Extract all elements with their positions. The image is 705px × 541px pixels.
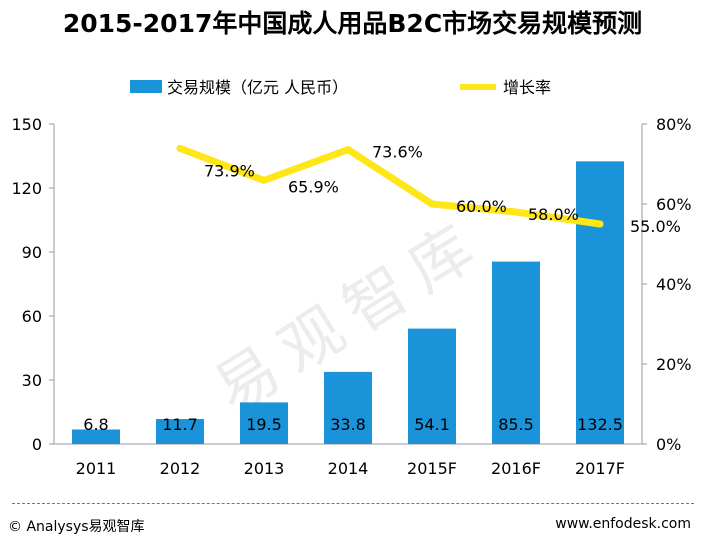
bar-2011 [72, 429, 120, 444]
bar-value-label: 33.8 [330, 415, 366, 434]
growth-point-2012 [176, 144, 184, 152]
x-tick-label: 2017F [575, 459, 625, 478]
legend: 交易规模（亿元 人民币） 增长率 [130, 78, 551, 97]
y-left-tick-label: 60 [22, 307, 42, 326]
growth-rate-label: 73.9% [204, 161, 255, 180]
growth-point-2014 [344, 146, 352, 154]
bar-2015F [408, 328, 456, 444]
footer-divider [12, 503, 694, 504]
y-left-tick-label: 120 [11, 179, 42, 198]
bar-2013 [240, 402, 288, 444]
legend-bar-swatch [130, 80, 162, 93]
legend-bar-label: 交易规模（亿元 人民币） [167, 78, 348, 97]
y-right-tick-label: 0% [656, 435, 681, 454]
y-left-tick-label: 0 [32, 435, 42, 454]
growth-point-2013 [260, 176, 268, 184]
footer-website[interactable]: www.enfodesk.com [555, 516, 691, 532]
bar-value-label: 54.1 [414, 415, 450, 434]
y-right-tick-label: 20% [656, 355, 692, 374]
growth-point-2015F [428, 200, 436, 208]
growth-point-2016F [512, 208, 520, 216]
y-left-tick-label: 30 [22, 371, 42, 390]
y-right-tick-label: 40% [656, 275, 692, 294]
bar-value-label: 11.7 [162, 415, 198, 434]
legend-line-label: 增长率 [503, 78, 551, 97]
growth-rate-label: 60.0% [456, 197, 507, 216]
growth-rate-label: 58.0% [528, 205, 579, 224]
bar-2016F [492, 261, 540, 444]
growth-rate-line [176, 144, 604, 228]
growth-rate-label: 65.9% [288, 177, 339, 196]
chart-title: 2015-2017年中国成人用品B2C市场交易规模预测 [62, 9, 643, 38]
x-tick-label: 2016F [491, 459, 541, 478]
growth-rate-label: 55.0% [630, 217, 681, 236]
footer-source: © Analysys易观智库 [8, 519, 145, 535]
bar-value-label: 85.5 [498, 415, 534, 434]
growth-rate-label: 73.6% [372, 143, 423, 162]
growth-point-2017F [596, 220, 604, 228]
x-tick-label: 2013 [244, 459, 285, 478]
x-tick-label: 2012 [160, 459, 201, 478]
bar-2012 [156, 419, 204, 444]
y-left-tick-label: 90 [22, 243, 42, 262]
bar-2017F [576, 161, 624, 445]
bar-value-label: 132.5 [577, 415, 623, 434]
bar-value-label: 6.8 [83, 415, 108, 434]
y-right-tick-label: 80% [656, 115, 692, 134]
x-tick-label: 2015F [407, 459, 457, 478]
x-tick-label: 2011 [76, 459, 117, 478]
x-tick-label: 2014 [328, 459, 369, 478]
bar-value-label: 19.5 [246, 415, 282, 434]
y-right-tick-label: 60% [656, 195, 692, 214]
y-left-tick-label: 150 [11, 115, 42, 134]
bar-2014 [324, 371, 372, 444]
